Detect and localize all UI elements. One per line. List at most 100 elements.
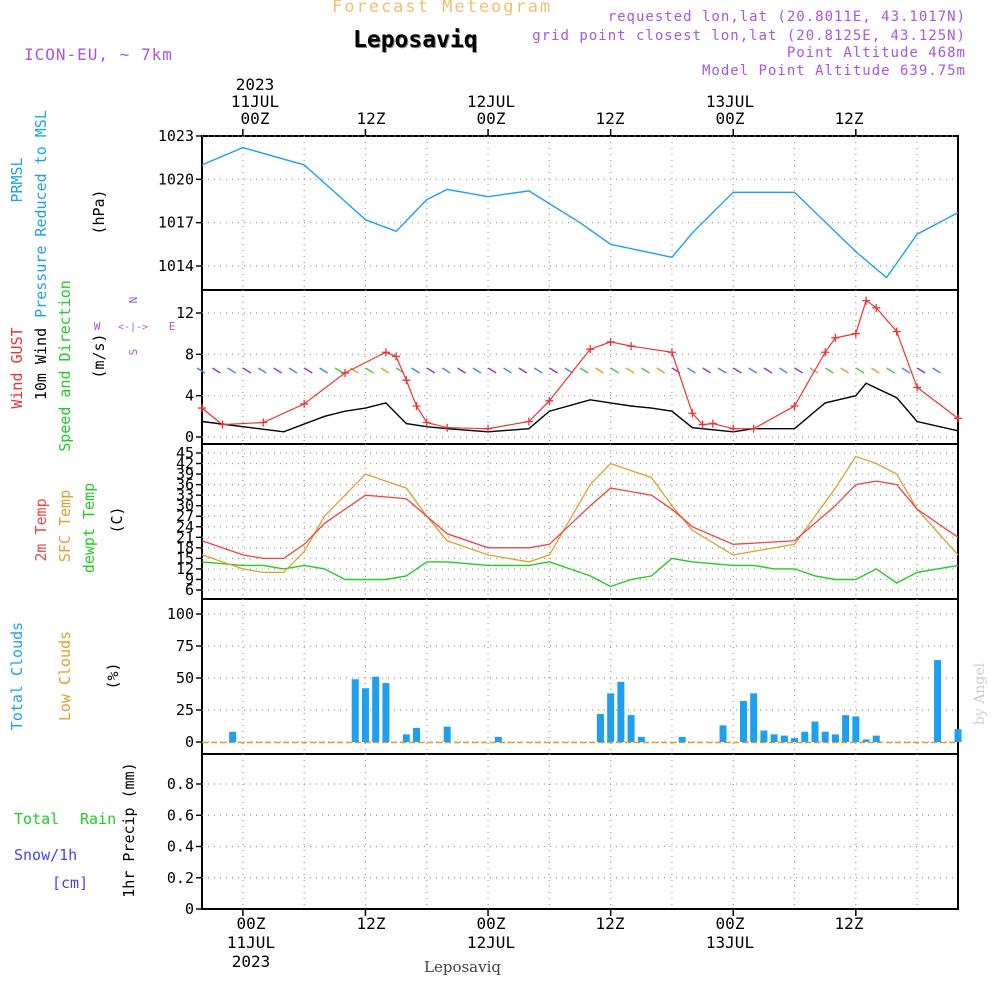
wind-gust-marker xyxy=(862,296,871,305)
precip-label-rain: Rain xyxy=(80,810,116,828)
bottom-label-1: 12Z xyxy=(326,914,416,933)
cloud-bar xyxy=(739,701,747,742)
top-label-1: 12Z xyxy=(326,110,416,127)
cloud-bar xyxy=(607,693,615,742)
y-tick-label: 18 xyxy=(176,539,194,557)
wind-gust-marker xyxy=(954,414,962,423)
wind-direction-arrow xyxy=(778,367,788,374)
wind-gust-marker xyxy=(545,396,554,405)
wind-gust-marker xyxy=(667,348,676,357)
compass-arrow: <-|-> xyxy=(118,322,148,333)
wind-gust-marker xyxy=(443,423,452,432)
product-title: Forecast Meteogram xyxy=(332,0,553,17)
precip-label-snow: Snow/1h xyxy=(14,846,77,864)
wind-gust-marker xyxy=(892,327,901,336)
wind-direction-arrow xyxy=(901,367,911,374)
temp-label-sfc: SFC Temp xyxy=(56,490,74,562)
wind-gust-marker xyxy=(422,418,431,427)
wind-direction-arrow xyxy=(610,367,620,374)
cloud-bar xyxy=(637,736,645,742)
cloud-bar xyxy=(801,731,809,742)
precip-label-total: Total xyxy=(14,810,59,828)
wind-gust-marker xyxy=(218,420,227,429)
top-date: 11JUL xyxy=(230,92,280,111)
y-tick-label: 50 xyxy=(176,669,194,687)
bottom-label-2: 00Z 12JUL xyxy=(446,914,536,952)
y-tick-label: 1020 xyxy=(158,170,194,188)
y-tick-label: 12 xyxy=(176,304,194,322)
compass-s: S xyxy=(127,349,140,356)
top-hour: 00Z xyxy=(715,109,745,128)
temp-label-dewpt: dewpt Temp xyxy=(80,483,98,573)
wind-direction-arrow xyxy=(748,367,758,374)
wind-direction-arrow xyxy=(319,367,328,374)
pressure-label-prmsl: PRMSL xyxy=(8,157,26,202)
y-tick-label: 25 xyxy=(176,701,194,719)
y-tick-label: 1023 xyxy=(158,127,194,145)
compass-w: W xyxy=(94,320,101,333)
cloud-bar xyxy=(954,729,962,742)
y-tick-label: 0.6 xyxy=(167,806,194,824)
cloud-bar xyxy=(852,716,860,742)
wind-gust-marker xyxy=(913,383,922,392)
bottom-label-0: 00Z 11JUL 2023 xyxy=(206,914,296,971)
bottom-hour: 00Z xyxy=(236,914,266,933)
wind-gust-marker xyxy=(402,376,411,385)
wind-gust-marker xyxy=(708,419,717,428)
compass-n: N xyxy=(127,297,140,304)
y-tick-label: 15 xyxy=(176,549,194,567)
wind-direction-arrow xyxy=(242,367,252,374)
wind-direction-arrow xyxy=(855,367,865,374)
bottom-label-4: 00Z 13JUL xyxy=(685,914,775,952)
location-title: Leposaviq xyxy=(353,27,478,53)
precip-unit: 1hr Precip (mm) xyxy=(120,762,138,897)
wind-direction-arrow xyxy=(503,367,512,374)
panel-frame-pressure xyxy=(201,135,959,291)
bottom-year: 2023 xyxy=(231,952,271,971)
cloud-bar xyxy=(678,736,686,742)
cloud-bar xyxy=(617,681,625,742)
model-altitude: Model Point Altitude 639.75m xyxy=(701,63,966,79)
sfc-temp-line xyxy=(201,455,959,574)
wind-gust-marker xyxy=(872,303,881,312)
bottom-hour: 00Z xyxy=(476,914,506,933)
cloud-bar xyxy=(413,727,421,742)
cloud-bar xyxy=(770,734,778,742)
wind-direction-arrow xyxy=(824,367,834,374)
wind-direction-arrow xyxy=(840,367,849,374)
top-date: 12JUL xyxy=(466,92,516,111)
cloud-bar xyxy=(351,679,359,742)
wind-direction-arrow xyxy=(794,367,804,374)
y-tick-label: 33 xyxy=(176,486,194,504)
wind-gust-marker xyxy=(259,418,268,427)
bottom-date: 11JUL xyxy=(226,933,276,952)
wind-direction-arrow xyxy=(273,367,282,374)
panel-frame-precip xyxy=(201,753,959,910)
cloud-bar xyxy=(831,734,839,742)
wind-gust-marker xyxy=(790,402,799,410)
wind-direction-arrow xyxy=(717,367,727,374)
wind-gust-marker xyxy=(198,404,206,413)
wind-gust-marker xyxy=(586,345,595,354)
wind-direction-arrow xyxy=(457,367,466,374)
wind-direction-arrow xyxy=(303,367,313,374)
wind-label-10m: 10m Wind xyxy=(32,328,50,400)
wind-direction-arrow xyxy=(472,367,482,374)
y-tick-label: 0 xyxy=(185,900,194,918)
wind-gust-marker xyxy=(484,424,493,433)
wind-gust-marker xyxy=(729,424,738,433)
cloud-bar xyxy=(402,734,410,742)
wind-direction-arrow xyxy=(487,367,497,374)
cloud-bar xyxy=(596,713,604,742)
footer-location: Leposaviq xyxy=(424,958,501,976)
wind-gust-marker xyxy=(524,417,533,426)
wind-direction-arrow xyxy=(595,367,604,374)
wind-direction-arrow xyxy=(641,367,650,374)
y-tick-label: 30 xyxy=(176,497,194,515)
y-tick-label: 6 xyxy=(185,581,194,599)
cloud-bar xyxy=(719,725,727,742)
y-tick-label: 9 xyxy=(185,570,194,588)
bottom-date: 12JUL xyxy=(466,933,516,952)
model-label: ICON-EU, ~ 7km xyxy=(24,45,173,64)
